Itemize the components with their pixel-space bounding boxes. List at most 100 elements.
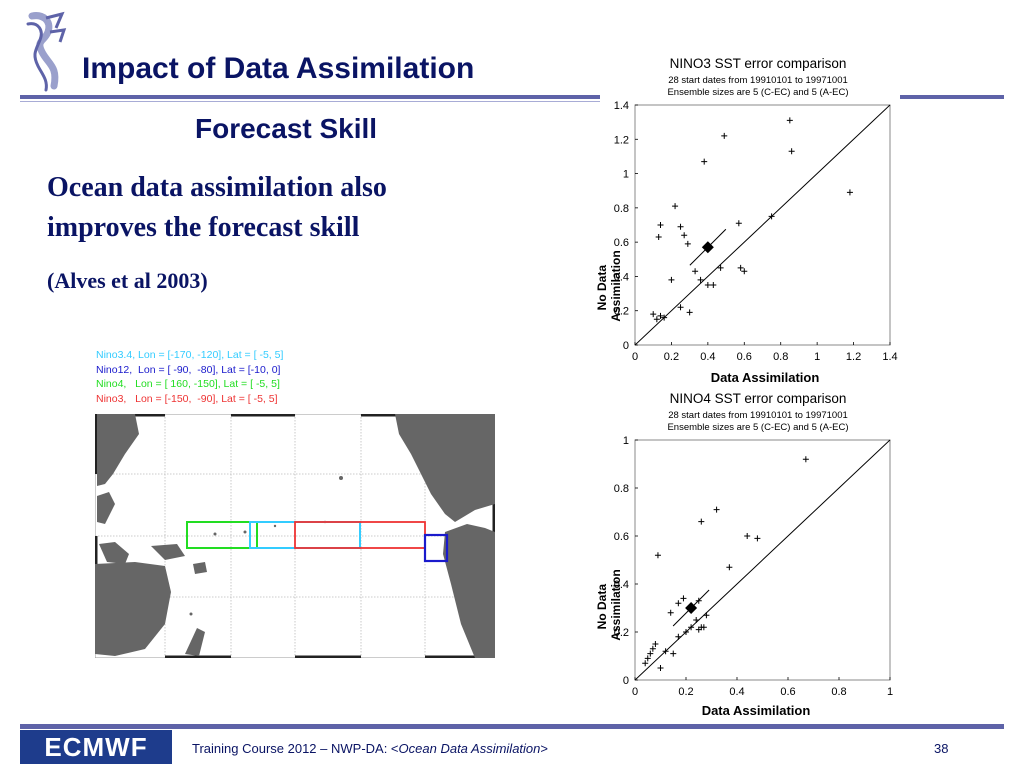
data-point xyxy=(681,232,688,239)
y-tick-label: 0.8 xyxy=(614,203,629,215)
data-point xyxy=(754,535,761,542)
footer-text: Training Course 2012 – NWP-DA: <Ocean Da… xyxy=(192,741,548,756)
data-point xyxy=(686,309,693,316)
data-point xyxy=(662,648,669,655)
data-point xyxy=(683,629,689,635)
data-point xyxy=(675,633,682,640)
chart1-ylabel-line-2: Assimilation xyxy=(609,250,623,321)
data-point xyxy=(703,612,710,619)
data-point xyxy=(693,617,700,623)
data-point xyxy=(744,533,751,539)
body-line-2: improves the forecast skill xyxy=(47,212,360,243)
data-point xyxy=(698,518,705,525)
legend-entry-nino34: Nino3.4, Lon = [-170, -120], Lat = [ -5,… xyxy=(96,349,284,361)
title-rule xyxy=(20,95,600,99)
chart1-ylabel: No Data Assimilation xyxy=(595,250,623,321)
y-tick-label: 0.6 xyxy=(614,237,629,249)
x-tick-label: 1 xyxy=(814,351,820,363)
ecmwf-logo: ECMWF xyxy=(20,730,172,764)
x-tick-label: 0.6 xyxy=(780,686,795,698)
data-point xyxy=(652,641,659,647)
y-tick-label: 1 xyxy=(623,435,629,447)
diagonal-line xyxy=(634,439,891,681)
y-tick-label: 0 xyxy=(623,340,629,352)
data-point xyxy=(684,240,691,247)
data-point xyxy=(768,213,775,220)
footer-text-prefix: Training Course 2012 – NWP-DA: < xyxy=(192,741,399,756)
data-point xyxy=(670,650,677,657)
data-point xyxy=(692,268,699,275)
y-tick-label: 1 xyxy=(623,169,629,181)
y-tick-label: 0.2 xyxy=(614,306,629,318)
data-point xyxy=(688,624,695,631)
diagonal-line xyxy=(634,104,891,346)
chart1-subtitle-line-2: Ensemble sizes are 5 (C-EC) and 5 (A-EC) xyxy=(667,87,848,98)
chart2-subtitle-line-2: Ensemble sizes are 5 (C-EC) and 5 (A-EC) xyxy=(667,422,848,433)
footer-text-suffix: > xyxy=(540,741,548,756)
data-point xyxy=(647,650,654,657)
legend-entry-nino3: Nino3, Lon = [-150, -90], Lat = [ -5, 5] xyxy=(96,392,278,405)
data-point xyxy=(672,203,679,210)
chart1-xlabel: Data Assimilation xyxy=(711,370,820,385)
data-point xyxy=(650,311,657,318)
data-point xyxy=(713,506,720,513)
data-point xyxy=(717,264,724,271)
nino4-scatter-chart: NINO4 SST error comparison 28 start date… xyxy=(595,391,893,718)
y-tick-label: 1.2 xyxy=(614,134,629,146)
data-point xyxy=(677,304,684,311)
data-point xyxy=(661,314,668,321)
data-point xyxy=(649,645,656,652)
map-legend: Nino3.4, Lon = [-170, -120], Lat = [ -5,… xyxy=(96,348,283,406)
ecmwf-swirl-logo-icon xyxy=(26,11,67,92)
x-tick-label: 0.2 xyxy=(678,686,693,698)
x-tick-label: 0.4 xyxy=(700,351,715,363)
data-point xyxy=(786,117,793,124)
data-point xyxy=(680,595,687,602)
data-point xyxy=(677,223,684,230)
data-point xyxy=(657,222,664,228)
data-point xyxy=(726,564,733,571)
x-tick-label: 0 xyxy=(632,351,638,363)
footer-rule xyxy=(20,724,1004,729)
slide-title: Impact of Data Assimilation xyxy=(82,52,475,85)
x-tick-label: 1.4 xyxy=(882,351,897,363)
data-point xyxy=(667,609,674,616)
nino3-scatter-chart: NINO3 SST error comparison 28 start date… xyxy=(595,56,898,385)
title-rule-thin xyxy=(20,101,600,102)
data-point xyxy=(721,132,728,139)
mean-marker xyxy=(701,241,714,254)
chart2-subtitle-line-1: 28 start dates from 19910101 to 19971001 xyxy=(668,410,848,421)
x-tick-label: 0.2 xyxy=(664,351,679,363)
citation: (Alves et al 2003) xyxy=(47,268,208,293)
y-tick-label: 0.8 xyxy=(614,483,629,495)
data-point xyxy=(697,276,704,283)
chart1-title: NINO3 SST error comparison xyxy=(670,56,847,71)
pacific-nino-regions-map xyxy=(95,414,495,658)
data-point xyxy=(710,282,717,288)
chart1-subtitle-line-1: 28 start dates from 19910101 to 19971001 xyxy=(668,75,848,86)
chart2-ylabel: No Data Assimilation xyxy=(595,569,623,640)
chart2-ylabel-line-2: Assimilation xyxy=(609,569,623,640)
data-point xyxy=(654,552,661,559)
y-tick-label: 0 xyxy=(623,675,629,687)
footer-text-italic: Ocean Data Assimilation xyxy=(398,741,541,756)
data-point xyxy=(846,189,853,196)
chart1-ylabel-line-1: No Data xyxy=(595,265,609,311)
data-point xyxy=(700,624,707,631)
y-tick-label: 1.4 xyxy=(614,100,629,112)
chart2-title: NINO4 SST error comparison xyxy=(670,391,847,406)
page-number: 38 xyxy=(934,741,949,756)
data-point xyxy=(741,268,748,275)
y-tick-label: 0.2 xyxy=(614,627,629,639)
data-point xyxy=(644,655,651,662)
x-tick-label: 0.6 xyxy=(737,351,752,363)
data-point xyxy=(655,234,662,240)
data-point xyxy=(704,282,711,288)
y-tick-label: 0.4 xyxy=(614,271,629,283)
mean-marker xyxy=(685,602,698,614)
data-point xyxy=(657,665,664,671)
title-rule-right xyxy=(900,95,1004,99)
data-point xyxy=(668,276,675,283)
x-tick-label: 0.4 xyxy=(729,686,744,698)
y-tick-label: 0.6 xyxy=(614,531,629,543)
